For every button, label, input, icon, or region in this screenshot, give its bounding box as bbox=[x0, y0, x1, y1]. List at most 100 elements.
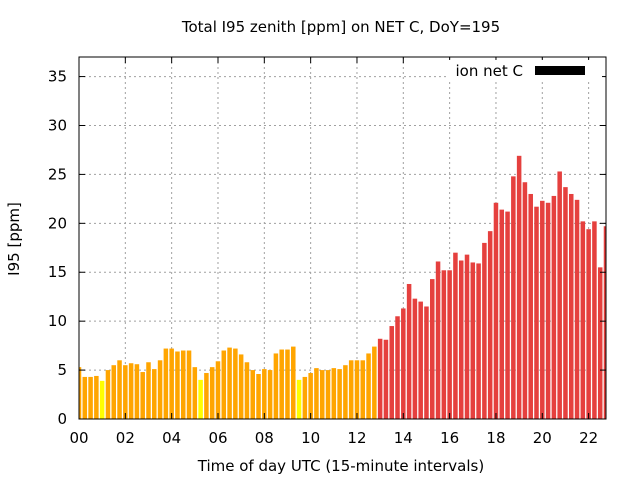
bar bbox=[528, 193, 533, 419]
bar bbox=[331, 368, 337, 419]
x-tick-label: 22 bbox=[579, 429, 598, 447]
y-tick-label: 15 bbox=[48, 263, 67, 281]
chart-title: Total I95 zenith [ppm] on NET C, DoY=195 bbox=[181, 18, 500, 36]
bar bbox=[238, 354, 244, 419]
bar bbox=[557, 171, 562, 419]
bar bbox=[140, 372, 145, 419]
bar bbox=[123, 365, 128, 419]
bar bbox=[516, 155, 522, 419]
bar bbox=[302, 376, 308, 419]
y-tick-label: 25 bbox=[48, 165, 67, 183]
bar bbox=[586, 229, 591, 419]
bar bbox=[146, 362, 151, 419]
bar bbox=[435, 261, 441, 419]
bar bbox=[186, 350, 192, 419]
y-tick-label: 20 bbox=[48, 214, 67, 232]
bar bbox=[319, 370, 325, 419]
bar bbox=[314, 368, 319, 419]
bar bbox=[180, 350, 186, 419]
bar bbox=[348, 360, 354, 419]
x-tick-label: 10 bbox=[301, 429, 320, 447]
bar bbox=[603, 226, 606, 419]
bar bbox=[325, 370, 331, 419]
y-tick-label: 5 bbox=[57, 361, 67, 379]
bar bbox=[279, 349, 284, 419]
bar bbox=[169, 348, 174, 419]
bar bbox=[441, 270, 447, 419]
x-tick-label: 02 bbox=[116, 429, 135, 447]
bar bbox=[534, 206, 539, 419]
y-axis-label: I95 [ppm] bbox=[5, 202, 23, 276]
bar bbox=[267, 370, 273, 419]
bar bbox=[447, 270, 452, 419]
bar bbox=[88, 376, 93, 419]
bar bbox=[522, 182, 528, 419]
bar bbox=[580, 221, 586, 419]
bar bbox=[470, 262, 476, 419]
bar bbox=[163, 348, 169, 419]
x-axis-label: Time of day UTC (15-minute intervals) bbox=[197, 457, 484, 475]
bar bbox=[366, 353, 371, 419]
legend-swatch bbox=[535, 66, 585, 75]
bar bbox=[493, 202, 499, 419]
bar bbox=[157, 360, 163, 419]
x-tick-label: 14 bbox=[394, 429, 413, 447]
bar bbox=[111, 365, 117, 419]
bar bbox=[377, 338, 383, 419]
bar bbox=[198, 379, 203, 419]
x-tick-label: 12 bbox=[347, 429, 366, 447]
bar bbox=[343, 365, 348, 419]
bar bbox=[175, 351, 180, 419]
plot-frame bbox=[78, 56, 607, 420]
bar bbox=[256, 373, 261, 419]
x-tick-label: 04 bbox=[162, 429, 181, 447]
legend-background bbox=[446, 60, 602, 82]
bar bbox=[568, 193, 574, 419]
bar bbox=[424, 306, 429, 419]
legend: ion net C bbox=[446, 60, 602, 82]
bar bbox=[308, 373, 313, 419]
bar bbox=[128, 363, 134, 419]
bar bbox=[285, 349, 290, 419]
bar bbox=[487, 231, 493, 419]
bar bbox=[152, 369, 157, 419]
bar bbox=[192, 367, 198, 419]
bar bbox=[511, 176, 516, 419]
bar bbox=[563, 187, 568, 419]
bar bbox=[215, 361, 221, 419]
bar bbox=[482, 242, 487, 419]
bar bbox=[401, 308, 406, 419]
bar bbox=[117, 360, 122, 419]
bar bbox=[221, 350, 227, 419]
bar bbox=[209, 367, 215, 419]
bar bbox=[418, 301, 423, 419]
x-tick-label: 08 bbox=[255, 429, 274, 447]
bar bbox=[505, 211, 510, 419]
y-tick-label: 35 bbox=[48, 68, 67, 86]
bar bbox=[499, 209, 505, 419]
bar bbox=[551, 195, 557, 419]
axis-ticks: 0 5 10 15 20 25 30 35 00 02 04 06 08 10 12 14 16 18 20 22 bbox=[48, 57, 606, 447]
bar bbox=[79, 367, 82, 419]
bar bbox=[337, 369, 342, 419]
bar bbox=[597, 267, 603, 419]
bar bbox=[574, 199, 580, 419]
bar bbox=[134, 364, 140, 419]
bar bbox=[354, 360, 360, 419]
bar bbox=[105, 370, 111, 419]
bar bbox=[94, 375, 99, 419]
bar bbox=[82, 376, 88, 419]
bar bbox=[273, 353, 279, 419]
bar bbox=[540, 200, 545, 419]
bar bbox=[458, 260, 464, 419]
x-tick-label: 16 bbox=[440, 429, 459, 447]
y-tick-label: 10 bbox=[48, 312, 67, 330]
bar bbox=[233, 348, 238, 419]
bar bbox=[360, 360, 366, 419]
bar bbox=[250, 370, 255, 419]
x-tick-label: 00 bbox=[69, 429, 88, 447]
bar bbox=[296, 379, 302, 419]
bar bbox=[291, 346, 296, 419]
bar bbox=[412, 298, 418, 419]
